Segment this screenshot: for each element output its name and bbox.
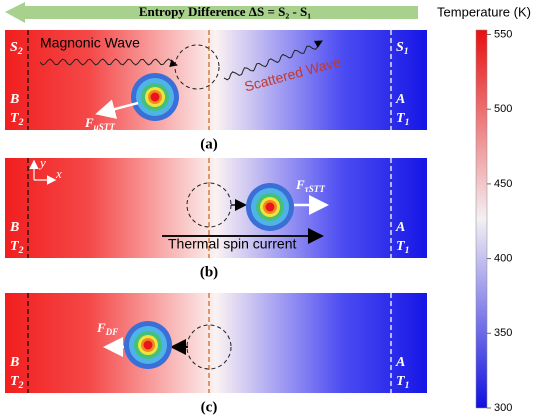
force-label-sub: μSTT [93,122,116,132]
side-label: B [9,355,19,370]
temp-label-sub: 1 [405,380,410,391]
arrow-text: Entropy Difference ΔS = S₂ - S₁ [139,4,311,19]
force-label-sub: DF [105,327,119,337]
entropy-label-sub: 2 [17,46,23,57]
side-label: B [9,220,19,235]
panel-caption: (a) [200,136,218,152]
entropy-label-main: S [10,40,18,55]
entropy-label-sub: 1 [404,46,409,57]
skyrmion [144,341,153,350]
colorbar-tick-label: 550 [494,28,512,40]
side-label: B [9,92,19,107]
colorbar-tick-label: 350 [494,327,512,339]
panel [5,293,427,393]
temp-label-sub: 2 [18,245,24,256]
force-label-main: F [96,320,106,335]
panel-caption: (b) [200,264,218,280]
colorbar-tick-label: 450 [494,178,512,190]
colorbar-tick-label: 500 [494,103,512,115]
axis-label: x [55,166,62,181]
colorbar-label: Temperature (K) [437,4,531,19]
figure: Entropy Difference ΔS = S₂ - S₁ Temperat… [0,0,539,418]
force-label-main: F [84,115,94,130]
side-label: A [395,220,405,235]
force-label-main: F [295,177,305,192]
temp-label-sub: 1 [405,245,410,256]
panel-caption: (c) [201,399,218,415]
temp-label-sub: 2 [18,380,24,391]
axis-label: y [38,155,46,170]
skyrmion [266,203,275,212]
side-label: A [395,92,405,107]
side-label: A [395,355,405,370]
colorbar-tick-label: 300 [494,402,512,414]
colorbar-tick-label: 400 [494,252,512,264]
current-label: Thermal spin current [168,236,296,252]
wave-label: Magnonic Wave [40,35,140,51]
skyrmion [151,93,160,102]
temp-label-sub: 1 [405,117,410,128]
temp-label-sub: 2 [18,117,24,128]
colorbar [476,30,487,408]
force-label-sub: τSTT [305,184,326,194]
entropy-label-main: S [396,40,404,55]
